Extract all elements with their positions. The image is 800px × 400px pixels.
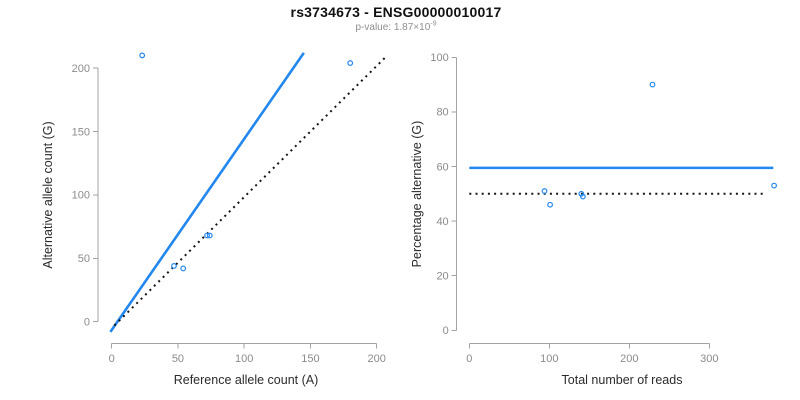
y-tick-label: 0 [84, 317, 90, 329]
fit-line [109, 52, 305, 333]
y-axis-title: Alternative allele count (G) [41, 121, 55, 268]
x-tick-label: 50 [172, 353, 184, 365]
data-point [204, 232, 211, 239]
y-tick-label: 100 [72, 190, 90, 202]
data-point [649, 81, 656, 88]
y-tick-label: 80 [436, 107, 448, 119]
data-point [171, 263, 177, 269]
y-tick-label: 60 [436, 161, 448, 173]
x-axis-title: Reference allele count (A) [174, 373, 319, 387]
data-point [206, 232, 213, 239]
data-point [347, 60, 354, 66]
data-point [771, 182, 777, 189]
x-tick-label: 100 [235, 353, 253, 365]
y-axis-title: Percentage alternative (G) [410, 121, 424, 268]
data-point [580, 193, 586, 200]
y-tick-label: 20 [436, 271, 448, 283]
y-tick-label: 150 [72, 126, 90, 138]
x-tick-label: 0 [466, 353, 472, 365]
x-tick-label: 300 [700, 353, 718, 365]
x-tick-label: 150 [301, 353, 319, 365]
x-tick-label: 0 [109, 353, 115, 365]
data-point [180, 265, 187, 272]
y-tick-label: 40 [436, 216, 448, 228]
x-tick-label: 200 [620, 353, 638, 365]
data-point [541, 188, 548, 194]
x-axis-title: Total number of reads [562, 373, 683, 387]
y-tick-label: 100 [430, 52, 448, 64]
y-tick-label: 200 [72, 63, 90, 75]
x-tick-label: 200 [368, 353, 386, 365]
expected-line [113, 54, 389, 327]
data-point [139, 52, 146, 59]
y-tick-label: 50 [78, 253, 90, 265]
y-tick-label: 0 [443, 325, 449, 337]
x-tick-label: 100 [540, 353, 558, 365]
data-point [547, 201, 553, 208]
